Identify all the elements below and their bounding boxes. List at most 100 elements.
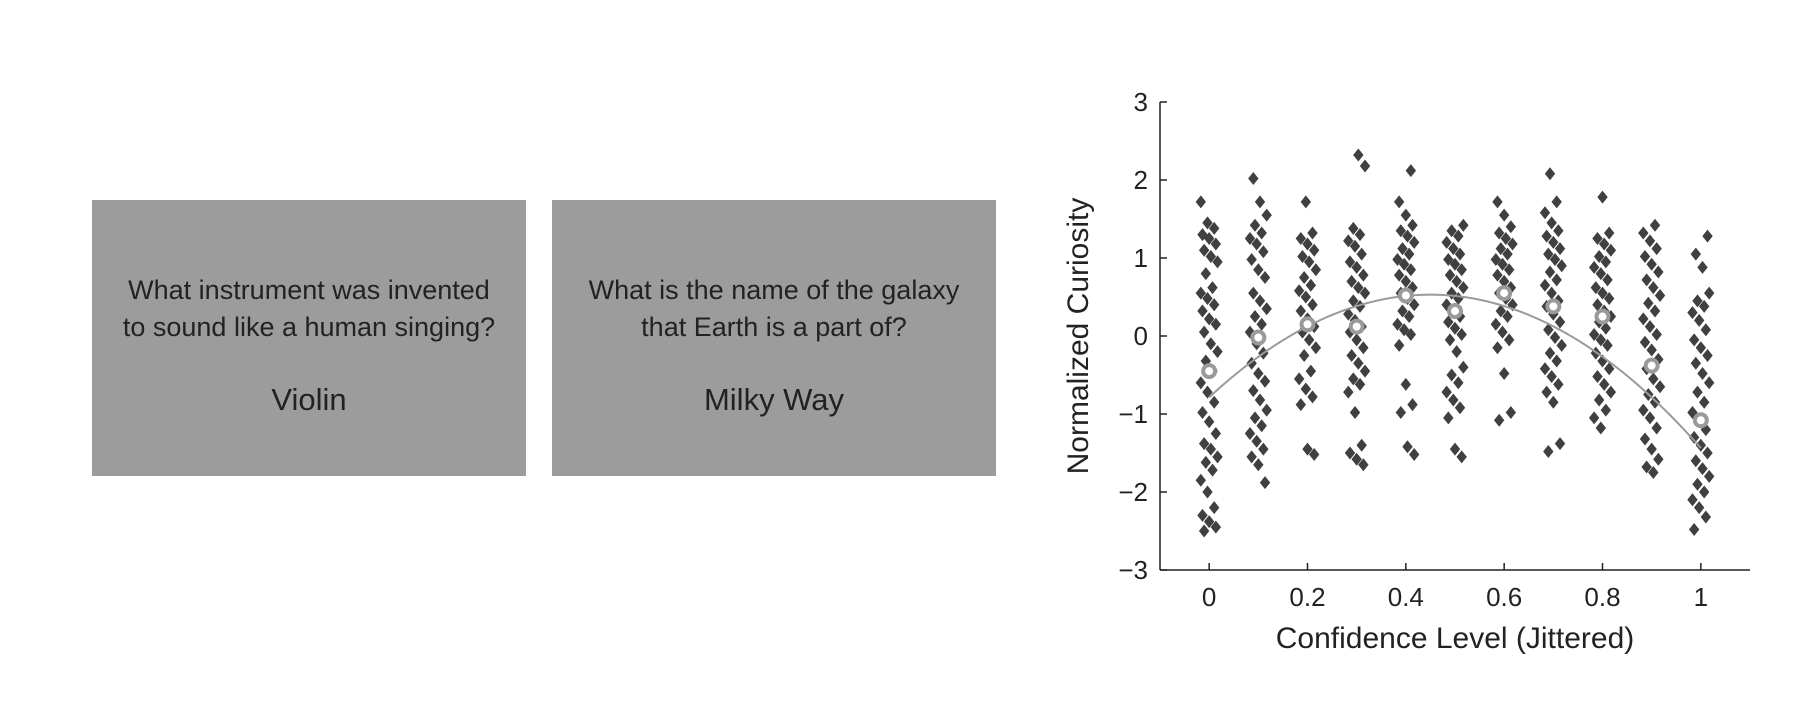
data-point [1253,263,1264,277]
data-point [1254,393,1266,407]
card-answer: Milky Way [703,382,845,417]
data-point [1407,398,1418,412]
data-point [1195,376,1207,390]
data-point [1302,237,1313,251]
data-point [1641,460,1652,474]
data-point [1198,524,1210,538]
data-point [1403,310,1415,323]
data-point [1690,247,1702,261]
data-point [1458,360,1469,374]
data-point [1544,346,1556,360]
mean-marker [1250,329,1267,346]
data-point [1554,437,1566,451]
data-point [1643,296,1654,310]
card-question-line: that Earth is a part of? [641,312,907,342]
data-point [1458,218,1469,232]
data-point [1392,253,1403,267]
data-point [1638,226,1649,240]
data-point [1590,281,1602,295]
data-point [1598,377,1610,391]
data-point [1261,208,1272,222]
mean-marker [1594,308,1611,325]
data-point [1298,349,1310,362]
data-point [1692,385,1703,399]
data-point [1449,442,1461,456]
data-point [1703,469,1715,483]
data-point [1205,337,1217,351]
data-point [1354,228,1366,242]
data-point [1544,167,1556,181]
data-point [1495,242,1507,256]
data-point [1261,302,1272,316]
data-point [1693,501,1705,515]
data-point [1346,349,1357,362]
data-point [1344,255,1356,269]
data-point [1690,454,1702,468]
data-point [1244,427,1256,440]
data-point [1646,343,1657,357]
data-point [1651,421,1662,435]
card-question-line: What is the name of the galaxy [588,275,960,305]
trivia-card-milky-way: What is the name of the galaxy that Eart… [552,200,996,476]
data-point [1595,267,1607,281]
data-point [1207,281,1218,295]
card-question-line: What instrument was invented [128,275,490,305]
data-point [1356,247,1367,261]
data-point [1702,349,1713,362]
data-point [1358,341,1369,355]
data-point [1259,374,1271,388]
data-point [1688,333,1700,347]
data-point [1253,458,1264,472]
data-point [1588,260,1600,274]
data-point [1400,208,1412,222]
data-point [1305,364,1317,378]
data-point [1305,278,1317,292]
data-point [1605,385,1617,399]
data-point [1653,452,1664,466]
data-point [1503,263,1515,277]
data-point [1592,298,1603,312]
data-point [1454,247,1466,261]
data-point [1653,352,1664,366]
data-point [1600,255,1612,269]
data-point [1639,432,1651,446]
data-point [1588,411,1600,425]
x-tick-label: 0.8 [1584,582,1620,612]
data-point [1498,208,1510,222]
data-point [1600,403,1612,417]
data-point [1349,405,1361,419]
data-point [1251,434,1262,448]
data-point [1697,260,1708,274]
data-point [1490,253,1502,267]
card-answer: Violin [271,382,347,417]
y-tick-label: 2 [1134,165,1148,195]
data-point [1700,510,1712,524]
scatter-chart: −3 −2 −1 0 1 2 3 0 0.2 0.4 0.6 0.8 1 Confidence Level… [1062,87,1750,655]
data-point [1393,338,1405,352]
data-point [1700,423,1712,437]
data-point [1703,376,1715,390]
data-point [1688,430,1700,444]
data-point [1344,446,1356,460]
y-tick-label: 1 [1134,243,1148,273]
data-point [1349,239,1361,253]
data-point [1261,403,1272,417]
data-point [1597,190,1608,204]
data-point [1395,224,1407,238]
data-point [1302,442,1313,456]
y-tick-label: −2 [1118,477,1148,507]
data-point [1408,298,1420,312]
data-point [1697,366,1708,380]
data-point [1248,171,1259,185]
data-point [1354,299,1366,313]
data-point [1543,444,1554,458]
data-point [1593,249,1605,263]
data-point [1443,411,1454,425]
y-tick-label: −1 [1118,399,1148,429]
data-point [1497,257,1508,271]
data-point [1343,307,1354,321]
data-point [1254,195,1266,209]
data-point [1454,401,1466,415]
data-point [1687,493,1698,507]
data-point [1303,333,1315,347]
